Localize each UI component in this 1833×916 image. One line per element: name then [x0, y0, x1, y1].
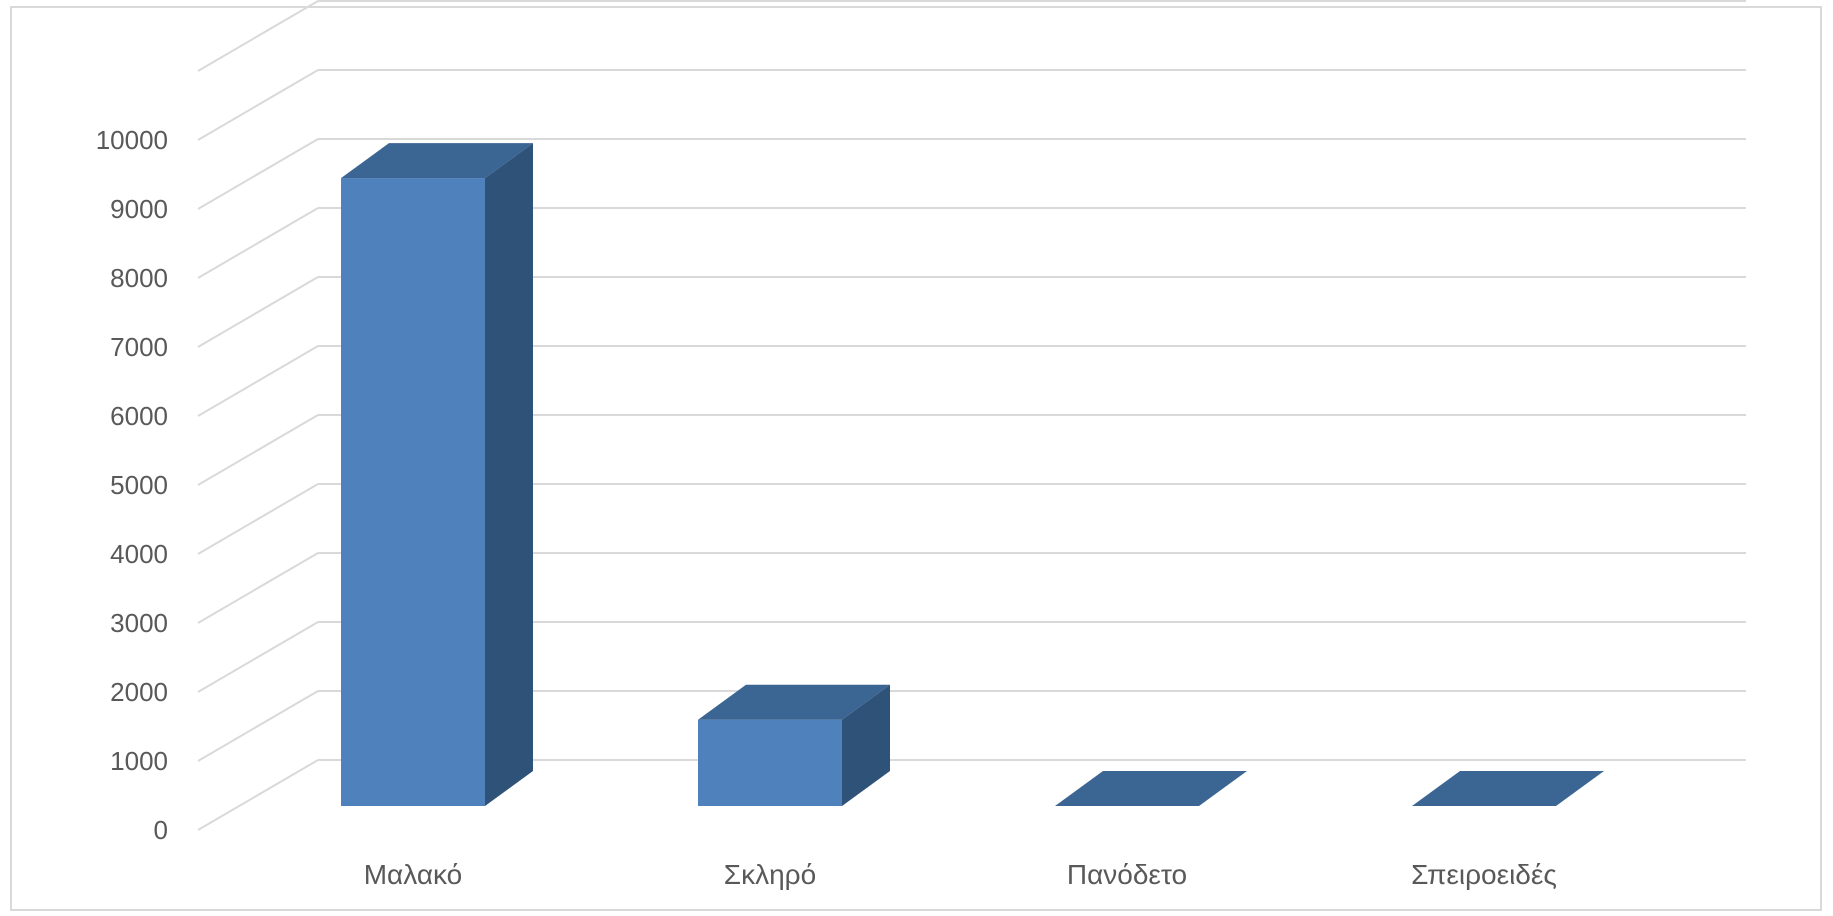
- bar: [341, 143, 533, 807]
- gridline-side: [197, 207, 319, 279]
- y-tick-label: 0: [154, 815, 168, 845]
- bar-front: [698, 719, 842, 806]
- gridline-side: [197, 0, 319, 72]
- gridline-side: [197, 759, 319, 831]
- y-tick-label: 1000: [110, 746, 168, 776]
- y-tick-label: 4000: [110, 539, 168, 569]
- y-tick-label: 7000: [110, 332, 168, 362]
- category-label: Σπειροειδές: [1411, 859, 1557, 890]
- bar-top: [341, 143, 533, 179]
- bar-side: [485, 143, 533, 807]
- bar: [698, 684, 890, 806]
- bar-side: [842, 684, 890, 806]
- bar-front: [341, 178, 485, 807]
- gridline-side: [197, 414, 319, 486]
- gridline-side: [197, 345, 319, 417]
- bar: [1055, 771, 1247, 806]
- y-tick-label: 5000: [110, 470, 168, 500]
- x-axis: Μαλακό Σκληρό Πανόδετο Σπειροειδές: [364, 859, 1557, 890]
- bar: [1412, 771, 1604, 806]
- gridline-side: [197, 483, 319, 555]
- y-tick-label: 9000: [110, 194, 168, 224]
- grid-layer: [197, 0, 1746, 831]
- y-tick-label: 2000: [110, 677, 168, 707]
- bars: [341, 143, 1604, 807]
- bar-top: [1055, 771, 1247, 806]
- gridline-side: [197, 690, 319, 762]
- y-tick-label: 10000: [96, 125, 168, 155]
- gridline-side: [197, 69, 319, 141]
- y-axis: 0 1000 2000 3000 4000 5000 6000 7000 8000 9000 100…: [96, 125, 168, 845]
- gridline-side: [197, 621, 319, 693]
- y-tick-label: 6000: [110, 401, 168, 431]
- y-tick-label: 3000: [110, 608, 168, 638]
- bar-top: [1412, 771, 1604, 806]
- gridline-side: [197, 138, 319, 210]
- category-label: Μαλακό: [364, 859, 463, 890]
- category-label: Πανόδετο: [1067, 859, 1187, 890]
- category-label: Σκληρό: [724, 859, 816, 890]
- bar-top: [698, 684, 890, 720]
- gridline-side: [197, 552, 319, 624]
- y-tick-label: 8000: [110, 263, 168, 293]
- gridline-side: [197, 276, 319, 348]
